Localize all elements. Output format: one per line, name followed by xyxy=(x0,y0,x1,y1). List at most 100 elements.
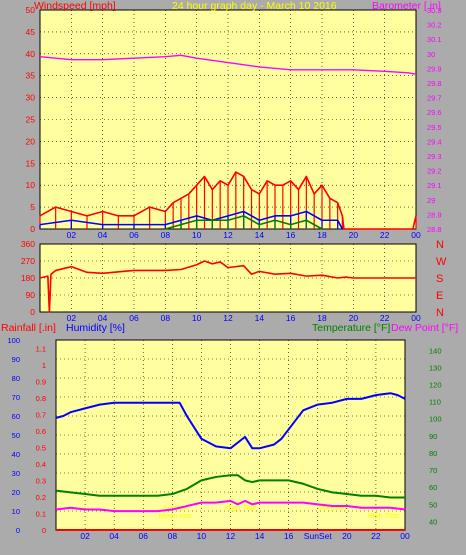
humidity-plot-area xyxy=(55,339,406,531)
x-tick-label: 12 xyxy=(223,230,233,240)
x-tick-label: 14 xyxy=(255,313,265,323)
temperature-line xyxy=(55,474,405,499)
x-tick-label: 00 xyxy=(400,531,410,541)
x-tick-label: 20 xyxy=(349,313,359,323)
rainfall-tick-label: 0.5 xyxy=(36,443,46,452)
x-tick-label: 10 xyxy=(192,313,202,323)
x-tick-label: 00 xyxy=(411,313,421,323)
windspeed-tick-label: 25 xyxy=(26,115,36,125)
barometer-tick-label: 29.7 xyxy=(427,94,442,103)
temperature-axis-label: Temperature [°F] xyxy=(312,322,390,334)
temperature-tick-label: 90 xyxy=(429,432,437,441)
barometer-tick-label: 29.3 xyxy=(427,152,442,161)
direction-tick-label: 270 xyxy=(21,256,35,266)
barometer-tick-label: 29.8 xyxy=(427,79,442,88)
x-tick-label: 02 xyxy=(67,230,77,240)
rainfall-axis-label: Rainfall [.in] xyxy=(1,322,56,334)
barometer-tick-label: 29.2 xyxy=(427,167,442,176)
temperature-tick-label: 80 xyxy=(429,449,437,458)
x-tick-label: 06 xyxy=(129,313,139,323)
rainfall-tick-label: 0.9 xyxy=(36,377,46,386)
temperature-tick-label: 70 xyxy=(429,466,437,475)
temperature-tick-label: 110 xyxy=(429,398,441,407)
windspeed-tick-label: 10 xyxy=(26,180,36,190)
windspeed-tick-label: 50 xyxy=(26,5,36,15)
humidity-tick-label: 30 xyxy=(12,469,20,478)
barometer-tick-label: 29.1 xyxy=(427,181,442,190)
x-tick-label: 04 xyxy=(98,313,108,323)
rainfall-tick-label: 1 xyxy=(42,361,46,370)
direction-tick-label: 360 xyxy=(21,239,35,249)
x-tick-label: 20 xyxy=(342,531,352,541)
humidity-tick-label: 80 xyxy=(12,374,20,383)
humidity-line xyxy=(55,392,406,450)
x-tick-label: 08 xyxy=(161,313,171,323)
x-tick-label: 14 xyxy=(255,230,265,240)
temperature-tick-label: 40 xyxy=(429,517,437,526)
astronomy-annotation: High Tide xyxy=(367,511,399,520)
x-tick-label: 04 xyxy=(98,230,108,240)
direction-line xyxy=(39,260,416,313)
x-tick-label: 00 xyxy=(411,230,421,240)
barometer-tick-label: 30.1 xyxy=(427,35,442,44)
windspeed-tick-label: 0 xyxy=(30,224,35,234)
x-tick-label: 08 xyxy=(161,230,171,240)
x-tick-label: 16 xyxy=(284,531,294,541)
humidity-tick-label: 100 xyxy=(7,336,20,345)
windspeed-tick-label: 20 xyxy=(26,136,36,146)
barometer-tick-label: 29.6 xyxy=(427,108,442,117)
wind-panel: 0 5 10 15 20 25 30 35 40 45 50 28.8 28.9 29 29.1 29.2 2… xyxy=(26,0,442,240)
x-tick-label: 22 xyxy=(380,230,390,240)
compass-label: N xyxy=(436,239,444,251)
windspeed-tick-label: 45 xyxy=(26,27,36,37)
dew-point-line xyxy=(55,499,406,513)
barometer-tick-label: 28.8 xyxy=(427,225,442,234)
windspeed-axis-label: Windspeed [mph] xyxy=(34,0,116,12)
x-tick-label: 20 xyxy=(349,230,359,240)
x-tick-label: 02 xyxy=(67,313,77,323)
x-tick-label: 06 xyxy=(129,230,139,240)
rainfall-tick-label: 0.3 xyxy=(36,476,46,485)
temperature-tick-label: 60 xyxy=(429,483,437,492)
x-tick-label: 22 xyxy=(380,313,390,323)
barometer-tick-label: 28.9 xyxy=(427,210,442,219)
barometer-tick-label: 30 xyxy=(427,50,435,59)
rainfall-tick-label: 0.6 xyxy=(36,427,46,436)
x-tick-label: 10 xyxy=(192,230,202,240)
compass-label: N xyxy=(436,307,444,319)
humidity-tick-label: 10 xyxy=(12,507,20,516)
humidity-tick-label: 20 xyxy=(12,488,20,497)
humidity-axis-label: Humidity [%] xyxy=(66,322,125,334)
barometer-tick-label: 30.2 xyxy=(427,21,442,30)
barometer-axis-label: Barometer [.in] xyxy=(372,0,441,12)
temperature-tick-label: 130 xyxy=(429,363,442,372)
direction-tick-label: 90 xyxy=(26,290,36,300)
windspeed-tick-label: 5 xyxy=(30,202,35,212)
temperature-tick-label: 50 xyxy=(429,500,437,509)
windspeed-tick-label: 40 xyxy=(26,49,36,59)
barometer-tick-label: 29.9 xyxy=(427,64,442,73)
x-tick-label: 12 xyxy=(223,313,233,323)
humidity-tick-label: 40 xyxy=(12,450,20,459)
rainfall-tick-label: 0.7 xyxy=(36,410,46,419)
humidity-tick-label: 60 xyxy=(12,412,20,421)
rainfall-tick-label: 0.4 xyxy=(36,460,46,469)
barometer-line xyxy=(39,54,417,75)
compass-label: S xyxy=(436,273,443,285)
barometer-tick-label: 29.5 xyxy=(427,123,442,132)
rainfall-tick-label: 0.1 xyxy=(36,509,46,518)
direction-tick-label: 0 xyxy=(30,307,35,317)
x-tick-label: 08 xyxy=(168,531,178,541)
rainfall-tick-label: 0.8 xyxy=(36,394,46,403)
x-tick-label: 18 xyxy=(317,230,327,240)
rainfall-tick-label: 0.2 xyxy=(36,493,46,502)
x-tick-label: 14 xyxy=(255,531,265,541)
rainfall-tick-label: 0 xyxy=(42,526,46,535)
x-tick-label: 04 xyxy=(109,531,119,541)
temperature-tick-label: 140 xyxy=(429,346,442,355)
graph-title: 24 hour graph day - March 10 2016 xyxy=(172,0,337,12)
astronomy-annotation: High Tide xyxy=(225,503,257,512)
x-tick-label: 06 xyxy=(139,531,149,541)
